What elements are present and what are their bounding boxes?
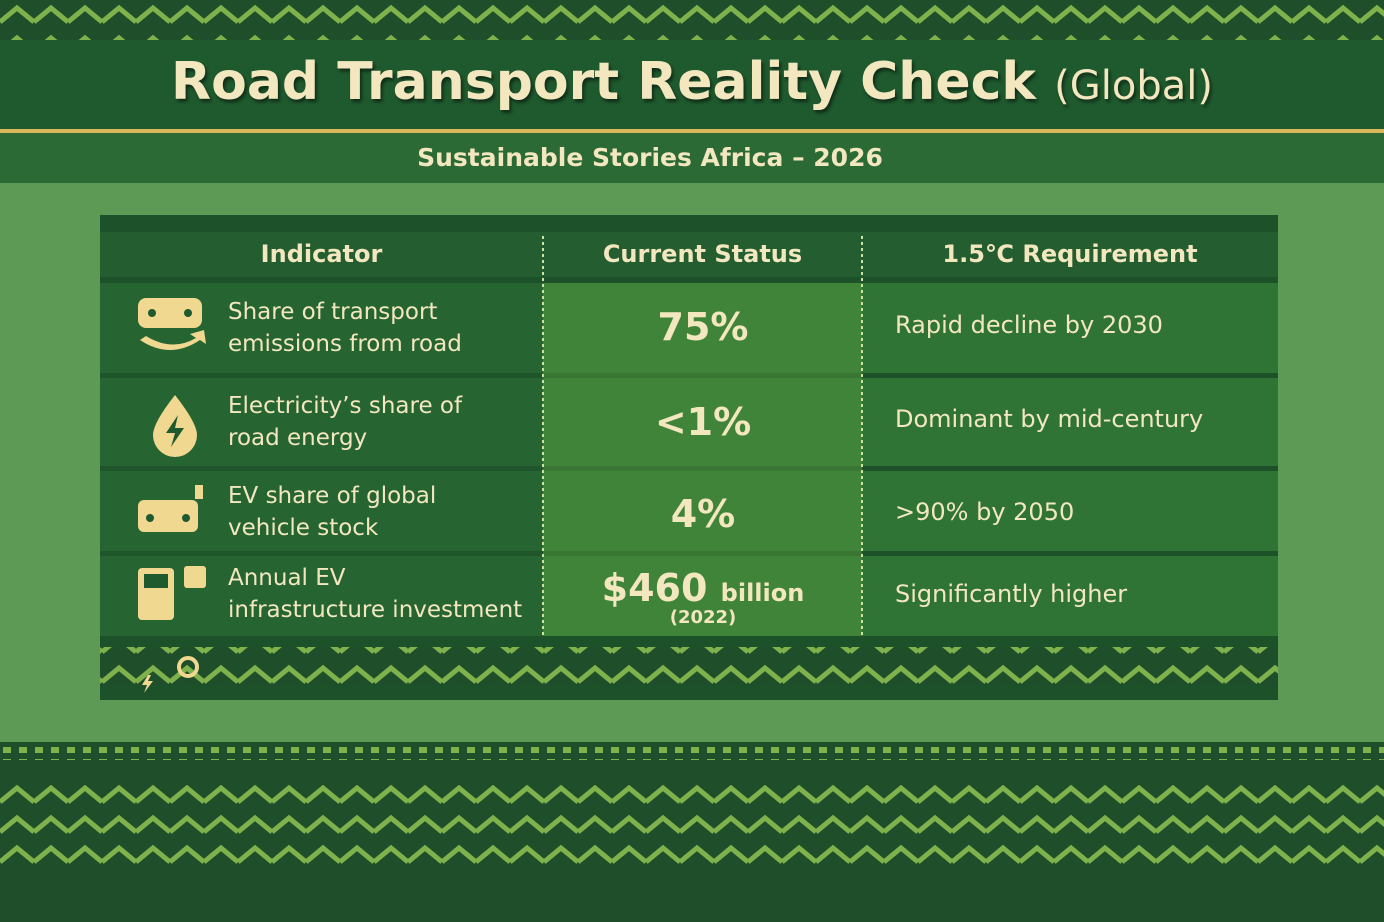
status: $460 billion (545, 566, 861, 610)
indicator-line: infrastructure investment (228, 597, 523, 623)
column-header: 1.5℃ Requirement (942, 240, 1198, 268)
indicator-line: Share of transport (228, 299, 438, 325)
requirement: Dominant by mid-century (895, 405, 1204, 433)
title-text: Road Transport Reality Check (171, 52, 1037, 112)
indicator-line: vehicle stock (228, 515, 379, 541)
column-header: Indicator (260, 240, 383, 268)
title-suffix: (Global) (1054, 63, 1213, 109)
requirement: Significantly higher (895, 580, 1128, 608)
indicator-line: Annual EV (228, 565, 346, 591)
indicator-line: EV share of global (228, 483, 437, 509)
status-note: (2022) (669, 607, 737, 628)
column-header: Current Status (602, 240, 803, 268)
subtitle: Sustainable Stories Africa – 2026 (417, 143, 883, 172)
status: 75% (657, 305, 749, 349)
status-value: $460 (601, 566, 708, 610)
indicator-line: emissions from road (228, 331, 462, 357)
indicator: Electricity’s share of road energy (228, 390, 462, 454)
indicator: Share of transport emissions from road (228, 296, 462, 360)
requirement: >90% by 2050 (895, 498, 1075, 526)
status: <1% (654, 400, 752, 444)
indicator: Annual EV infrastructure investment (228, 562, 522, 626)
indicator-line: road energy (228, 425, 368, 451)
indicator-line: Electricity’s share of (228, 393, 463, 419)
requirement: Rapid decline by 2030 (895, 311, 1163, 339)
title: Road Transport Reality Check (Global) (0, 52, 1384, 112)
status: 4% (670, 492, 736, 536)
status-unit: billion (720, 579, 805, 607)
indicator: EV share of global vehicle stock (228, 480, 436, 544)
